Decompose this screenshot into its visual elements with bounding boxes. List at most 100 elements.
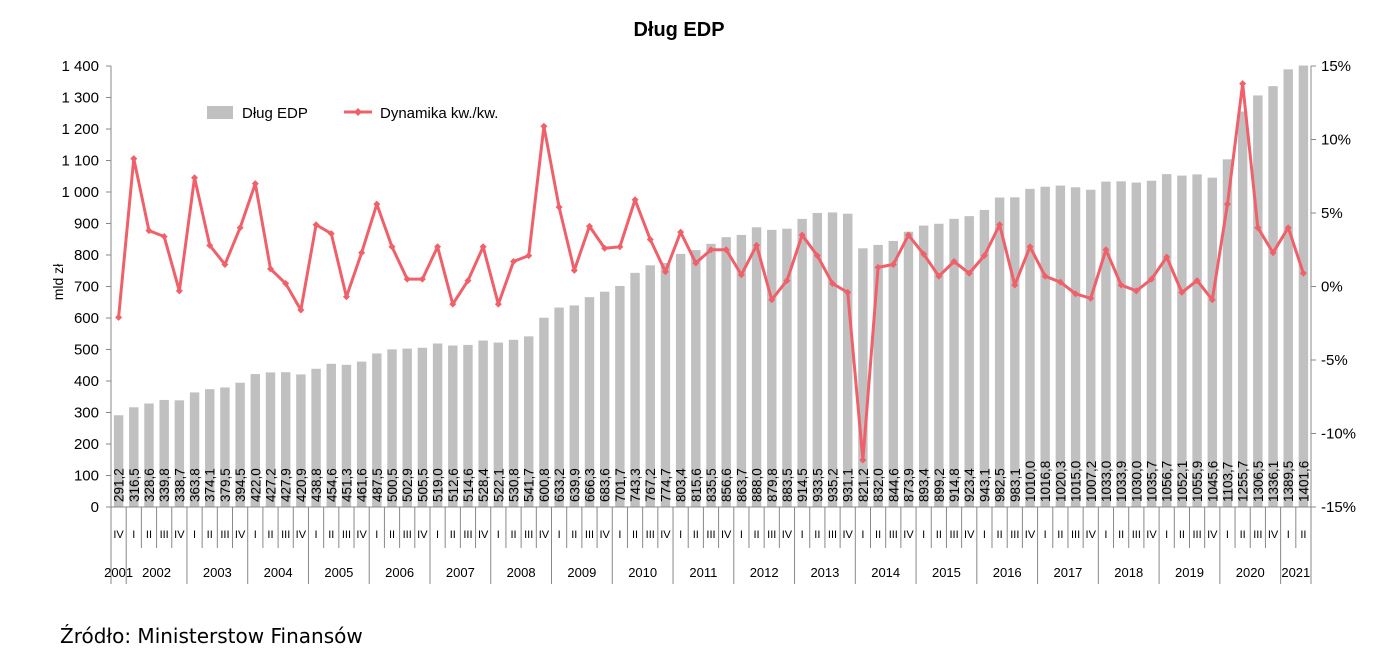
- y-tick-label: 700: [74, 279, 99, 296]
- line-point: [1178, 288, 1186, 296]
- line-point: [206, 241, 214, 249]
- y-tick-label: 600: [74, 310, 99, 327]
- x-tick-label: IV: [1146, 529, 1157, 541]
- x-tick-label: I: [558, 529, 561, 541]
- bar: [1040, 186, 1050, 507]
- bar: [296, 374, 306, 507]
- line-point: [677, 228, 685, 236]
- year-label: 2009: [567, 565, 596, 580]
- line-point: [646, 235, 654, 243]
- x-tick-label: IV: [296, 529, 307, 541]
- bar-data-label: 291,2: [112, 468, 127, 502]
- x-tick-label: I: [801, 529, 804, 541]
- bar-data-label: 422,0: [248, 468, 263, 502]
- x-tick-label: I: [1165, 529, 1168, 541]
- bar: [918, 225, 929, 507]
- bar-data-label: 633,2: [552, 468, 567, 502]
- bar-data-label: 1336,1: [1266, 461, 1281, 502]
- line-point: [1299, 269, 1307, 277]
- bar: [615, 285, 625, 507]
- x-tick-label: I: [983, 529, 986, 541]
- bar: [402, 348, 412, 507]
- x-tick-label: I: [315, 529, 318, 541]
- line-point: [221, 260, 229, 268]
- bar: [767, 229, 777, 508]
- bar-data-label: 914,5: [795, 468, 810, 502]
- line-point: [434, 243, 442, 251]
- y-tick-label: 100: [74, 468, 99, 485]
- line-point: [783, 277, 791, 285]
- line-point: [1056, 278, 1064, 286]
- y-tick-label: 800: [74, 247, 99, 264]
- legend-label-bars: Dług EDP: [242, 105, 308, 122]
- line-point: [145, 227, 153, 235]
- bar: [706, 243, 716, 507]
- line-point: [844, 288, 852, 296]
- x-axis-categories: IV I II III IV I II III IV I II III IV I II III IV I II III…: [104, 507, 1312, 584]
- y-tick-label: 900: [74, 216, 99, 233]
- line-point: [1163, 253, 1171, 261]
- bar: [463, 344, 473, 507]
- year-label: 2002: [142, 565, 171, 580]
- line-series: [115, 80, 1307, 464]
- bar-data-label: 514,6: [461, 468, 476, 502]
- x-tick-label: I: [254, 529, 257, 541]
- bar: [539, 317, 549, 507]
- bar-data-label: 815,6: [689, 468, 704, 502]
- line-point: [358, 249, 366, 257]
- bar-data-label: 1033,9: [1114, 461, 1129, 502]
- y2-tick-label: 15%: [1321, 58, 1351, 75]
- x-tick-label: IV: [721, 529, 732, 541]
- year-label: 2008: [507, 565, 536, 580]
- x-tick-label: III: [1010, 529, 1019, 541]
- x-tick-label: I: [1104, 529, 1107, 541]
- bar: [584, 297, 595, 507]
- line-point: [1239, 80, 1247, 88]
- y-tick-label: 500: [74, 342, 99, 359]
- line-point: [1087, 294, 1095, 302]
- line-point: [920, 250, 928, 258]
- line-point: [1026, 243, 1034, 251]
- x-tick-label: II: [1300, 529, 1306, 541]
- x-tick-label: IV: [660, 529, 671, 541]
- x-tick-label: IV: [964, 529, 975, 541]
- line-point: [661, 268, 669, 276]
- line-point: [342, 293, 350, 301]
- x-tick-label: III: [646, 529, 655, 541]
- x-tick-label: I: [436, 529, 439, 541]
- line-point: [1193, 277, 1201, 285]
- bar: [144, 403, 154, 507]
- bar-data-label: 982,5: [993, 468, 1008, 502]
- x-tick-label: II: [997, 529, 1003, 541]
- bar: [691, 250, 701, 507]
- bar: [311, 368, 321, 507]
- line-point: [525, 252, 533, 260]
- bar: [873, 244, 883, 508]
- bar: [493, 342, 504, 507]
- line-point: [692, 259, 700, 267]
- bar: [934, 223, 944, 507]
- x-tick-label: II: [267, 529, 273, 541]
- bar-data-label: 1103,7: [1220, 462, 1235, 502]
- bar-data-label: 454,6: [324, 468, 339, 502]
- bar: [1298, 65, 1309, 507]
- x-tick-label: IV: [174, 529, 185, 541]
- bar-data-label: 338,7: [172, 468, 187, 502]
- x-tick-label: III: [828, 529, 837, 541]
- bar: [1131, 182, 1142, 508]
- x-tick-label: II: [814, 529, 820, 541]
- x-tick-label: III: [1253, 529, 1262, 541]
- x-tick-label: II: [1057, 529, 1063, 541]
- bar-data-label: 943,1: [977, 468, 992, 502]
- bar: [569, 305, 579, 507]
- line-point: [965, 269, 973, 277]
- bar: [1177, 175, 1187, 507]
- line-point: [950, 258, 958, 266]
- bar: [341, 364, 352, 507]
- x-tick-label: II: [632, 529, 638, 541]
- x-tick-label: I: [1044, 529, 1047, 541]
- y-axis-label: mld zł: [50, 263, 66, 300]
- line-point: [859, 456, 867, 464]
- year-label: 2011: [689, 565, 717, 580]
- line-point: [266, 265, 274, 273]
